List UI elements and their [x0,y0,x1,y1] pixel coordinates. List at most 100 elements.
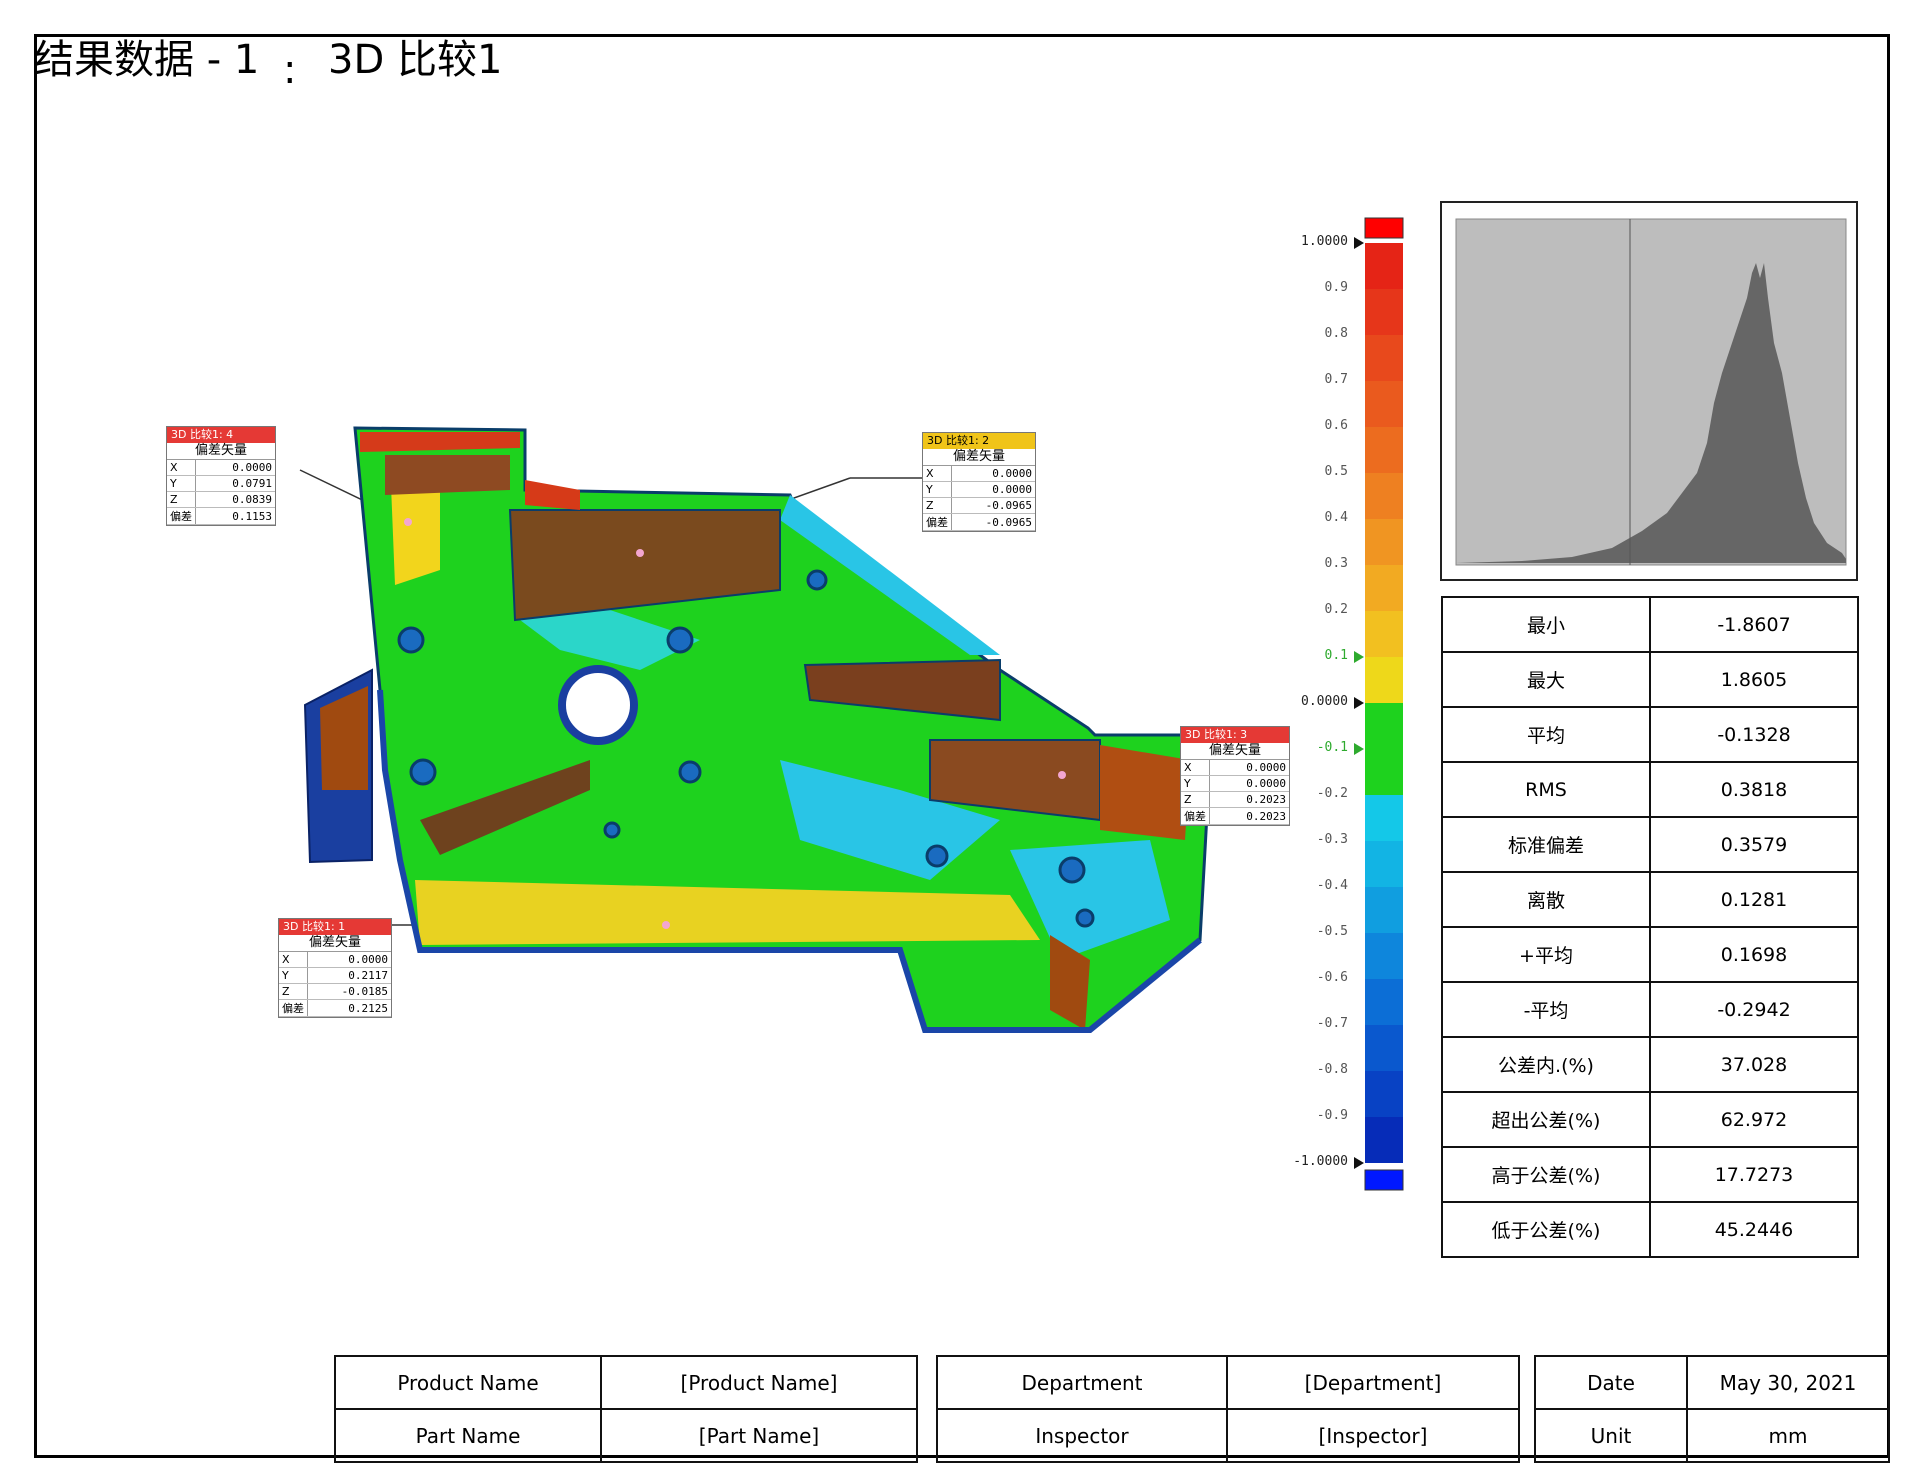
scale-band [1365,611,1403,657]
stats-value: 62.972 [1649,1091,1859,1148]
product-name-label: Product Name [334,1355,602,1410]
unit-label: Unit [1534,1408,1688,1463]
model-wall [1050,935,1090,1030]
stats-row: RMS 0.3818 [1441,761,1859,818]
callout-point-1[interactable]: 3D 比较1: 1 偏差矢量 X 0.0000 Y 0.2117 Z -0.0185 … [278,918,392,1018]
scale-band [1365,1117,1403,1163]
model-wall [385,455,510,495]
scale-tick-label: 0.2 [1324,602,1348,617]
stats-value: -0.2942 [1649,981,1859,1038]
callout-value: 0.0839 [195,491,275,508]
callout-table: X 0.0000 Y 0.0791 Z 0.0839 偏差 0.1153 [167,460,275,525]
model-hole [397,626,425,654]
callout-key: 偏差 [1181,807,1210,825]
stats-label: +平均 [1441,926,1651,983]
product-name-value[interactable]: [Product Name] [600,1355,918,1410]
title-main: 结果数据 - 1 [34,37,260,83]
callout-key: 偏差 [167,507,196,525]
scale-tick-label: -0.7 [1316,1016,1348,1031]
model-region-cyan [1010,840,1170,960]
stats-label: 公差内.(%) [1441,1036,1651,1093]
scale-tick-marker [1354,743,1364,755]
model-hole [806,569,828,591]
scale-band [1365,795,1403,841]
callout-value: 0.2117 [307,967,391,984]
unit-value[interactable]: mm [1686,1408,1890,1463]
inspector-value[interactable]: [Inspector] [1226,1408,1520,1463]
measure-point[interactable] [636,549,644,557]
callout-table: X 0.0000 Y 0.0000 Z 0.2023 偏差 0.2023 [1181,760,1289,825]
scale-tick-label: -0.4 [1316,878,1348,893]
scale-band [1365,565,1403,611]
stats-label: 离散 [1441,871,1651,928]
callout-header: 3D 比较1: 2 [923,433,1035,449]
deviation-histogram[interactable] [1440,201,1858,581]
stats-value: 37.028 [1649,1036,1859,1093]
model-wall [420,760,590,855]
scale-band [1365,335,1403,381]
callout-value: 0.2023 [1209,791,1289,808]
scale-tick-label: 0.8 [1324,326,1348,341]
model-left-block-wall [320,686,368,790]
scale-tick-label: -0.3 [1316,832,1348,847]
scale-band [1365,427,1403,473]
scale-tick-label: -0.6 [1316,970,1348,985]
measure-point[interactable] [1058,771,1066,779]
scale-tick-label: 0.6 [1324,418,1348,433]
stats-label: 最小 [1441,596,1651,653]
scale-band [1365,657,1403,703]
scale-tick-label: 0.1 [1324,648,1348,663]
stats-value: 0.1698 [1649,926,1859,983]
model-hole [558,665,638,745]
callout-value: 0.2023 [1209,807,1289,825]
histogram-plot [1455,218,1847,566]
callout-key: Y [279,967,308,984]
scale-band [1365,933,1403,979]
measure-point[interactable] [404,518,412,526]
model-wall-red [525,480,580,510]
scale-under-swatch [1364,1169,1404,1191]
scale-band [1365,887,1403,933]
model-hole [925,844,949,868]
callout-value: -0.0185 [307,983,391,1000]
stats-label: 低于公差(%) [1441,1201,1651,1258]
scale-tick-marker [1354,697,1364,709]
title-separator: : [283,47,297,93]
histogram-distribution [1456,263,1846,563]
statistics-table: 最小 -1.8607 最大 1.8605 平均 -0.1328 RMS 0.3818 标准偏差 0… [1441,596,1859,1258]
callout-value: 0.0000 [195,460,275,476]
scale-tick-label: 0.4 [1324,510,1348,525]
model-region-cyan [520,610,700,670]
scale-band [1365,1071,1403,1117]
scale-tick-label: 0.7 [1324,372,1348,387]
scale-tick-label: -1.0000 [1293,1154,1348,1169]
stats-label: -平均 [1441,981,1651,1038]
stats-row: -平均 -0.2942 [1441,981,1859,1038]
stats-value: -0.1328 [1649,706,1859,763]
scale-band [1365,473,1403,519]
model-wall [1100,745,1190,840]
model-hole [1075,908,1095,928]
scale-over-swatch [1364,217,1404,239]
measure-point[interactable] [662,921,670,929]
scale-tick-label: -0.1 [1316,740,1348,755]
deviation-model-view[interactable] [0,0,1300,1100]
model-region-yellow [415,880,1040,945]
callout-key: Y [167,475,196,492]
callout-value: 0.0000 [951,466,1035,482]
date-value[interactable]: May 30, 2021 [1686,1355,1890,1410]
callout-point-4[interactable]: 3D 比较1: 4 偏差矢量 X 0.0000 Y 0.0791 Z 0.0839 偏… [166,426,276,526]
callout-value: 0.2125 [307,999,391,1017]
scale-tick-label: 0.5 [1324,464,1348,479]
callout-point-3[interactable]: 3D 比较1: 3 偏差矢量 X 0.0000 Y 0.0000 Z 0.2023 偏… [1180,726,1290,826]
scale-tick-label: 0.0000 [1301,694,1348,709]
part-name-value[interactable]: [Part Name] [600,1408,918,1463]
inspector-label: Inspector [936,1408,1228,1463]
report-title: 结果数据 - 1 : 3D 比较1 [34,36,502,93]
callout-point-2[interactable]: 3D 比较1: 2 偏差矢量 X 0.0000 Y 0.0000 Z -0.0965 … [922,432,1036,532]
scale-band [1365,381,1403,427]
department-value[interactable]: [Department] [1226,1355,1520,1410]
callout-key: X [167,460,196,476]
stats-row: 离散 0.1281 [1441,871,1859,928]
stats-row: 低于公差(%) 45.2446 [1441,1201,1859,1258]
